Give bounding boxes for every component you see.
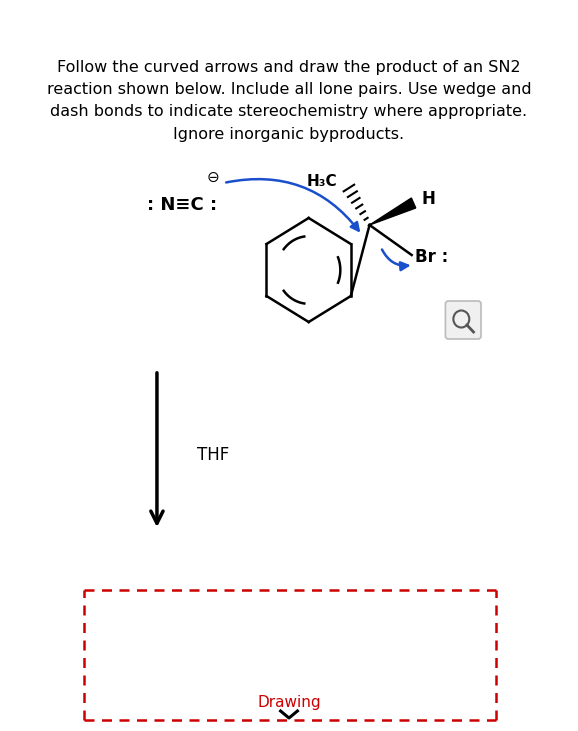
Text: ⊖: ⊖ [207,170,220,184]
Text: H: H [421,190,435,208]
Text: Br :: Br : [416,248,449,266]
Text: Drawing: Drawing [257,694,321,710]
Text: H₃C: H₃C [307,175,338,189]
Polygon shape [369,198,416,225]
Text: Follow the curved arrows and draw the product of an SN2
reaction shown below. In: Follow the curved arrows and draw the pr… [47,60,531,142]
Text: THF: THF [197,446,229,464]
Text: : N≡C :: : N≡C : [147,196,217,214]
FancyArrowPatch shape [382,249,408,270]
FancyBboxPatch shape [446,301,481,339]
FancyArrowPatch shape [226,179,359,230]
